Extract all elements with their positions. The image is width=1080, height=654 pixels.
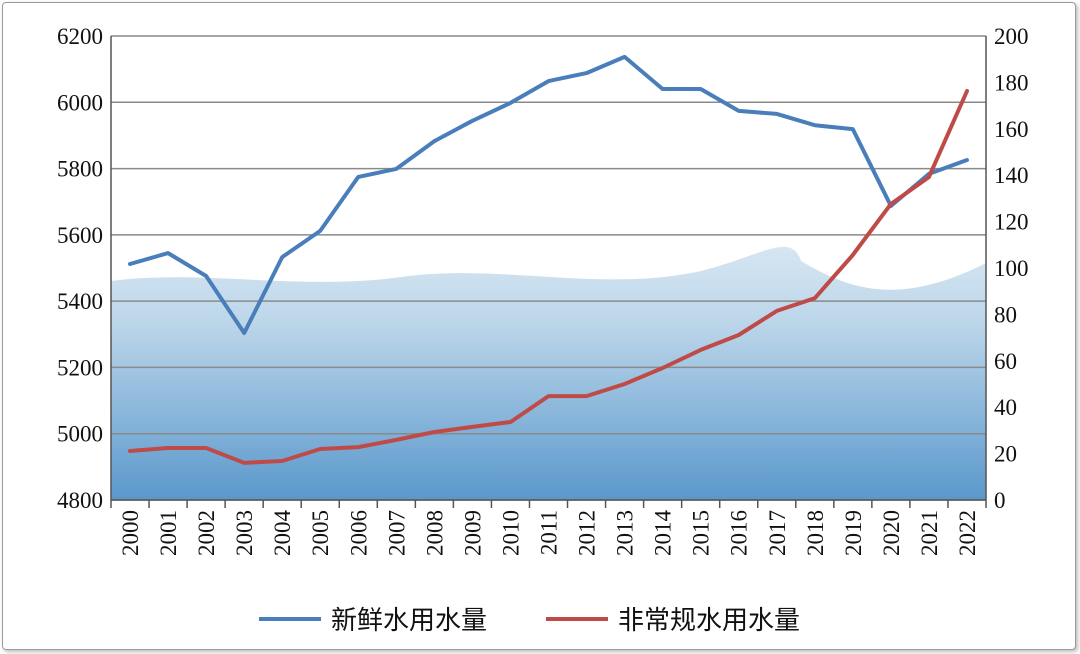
- right-tick-label: 200: [994, 24, 1029, 49]
- x-tick-label: 2022: [955, 510, 980, 556]
- left-tick-label: 5600: [57, 223, 103, 248]
- series-line-2: [128, 89, 969, 465]
- line-chart: 4800 5000 5200 5400 5600 5800 6000 6200 0 20 40 60 8…: [57, 24, 1029, 635]
- left-tick-label: 4800: [57, 488, 103, 513]
- x-tick-label: 2001: [156, 510, 181, 556]
- series-line-1: [128, 54, 969, 335]
- legend-label: 新鲜水用水量: [331, 606, 487, 635]
- x-tick-label: 2012: [575, 510, 600, 556]
- left-tick-label: 5000: [57, 422, 103, 447]
- x-tick-label: 2016: [727, 510, 752, 556]
- right-tick-label: 80: [994, 302, 1017, 327]
- right-tick-label: 140: [994, 163, 1029, 188]
- left-tick-label: 5200: [57, 355, 103, 380]
- x-tick-label: 2018: [803, 510, 828, 556]
- right-tick-label: 60: [994, 349, 1017, 374]
- x-tick-label: 2011: [537, 510, 562, 555]
- left-tick-label: 6200: [57, 24, 103, 49]
- x-tick-label: 2008: [422, 510, 447, 556]
- right-tick-label: 120: [994, 210, 1029, 235]
- right-tick-label: 0: [994, 488, 1006, 513]
- right-tick-label: 100: [994, 256, 1029, 281]
- x-tick-label: 2020: [879, 510, 904, 556]
- x-tick-label: 2005: [308, 510, 333, 556]
- water-background: [111, 246, 986, 500]
- x-tick-label: 2009: [460, 510, 485, 556]
- x-tick-label: 2017: [765, 510, 790, 556]
- right-tick-label: 160: [994, 117, 1029, 142]
- x-tick-label: 2021: [917, 510, 942, 556]
- x-tick-label: 2015: [689, 510, 714, 556]
- right-tick-label: 40: [994, 395, 1017, 420]
- x-tick-label: 2003: [232, 510, 257, 556]
- x-tick-label: 2013: [613, 510, 638, 556]
- x-tick-label: 2006: [346, 510, 371, 556]
- right-tick-label: 20: [994, 442, 1017, 467]
- x-tick-label: 2019: [841, 510, 866, 556]
- x-tick-label: 2000: [118, 510, 143, 556]
- legend-label: 非常规水用水量: [618, 606, 800, 635]
- right-tick-label: 180: [994, 70, 1029, 95]
- x-tick-label: 2007: [384, 510, 409, 556]
- x-tick-label: 2010: [498, 510, 523, 556]
- left-tick-label: 5400: [57, 289, 103, 314]
- left-tick-label: 6000: [57, 90, 103, 115]
- left-tick-label: 5800: [57, 157, 103, 182]
- x-tick-label: 2002: [194, 510, 219, 556]
- x-tick-label: 2004: [270, 510, 295, 557]
- x-tick-label: 2014: [651, 510, 676, 557]
